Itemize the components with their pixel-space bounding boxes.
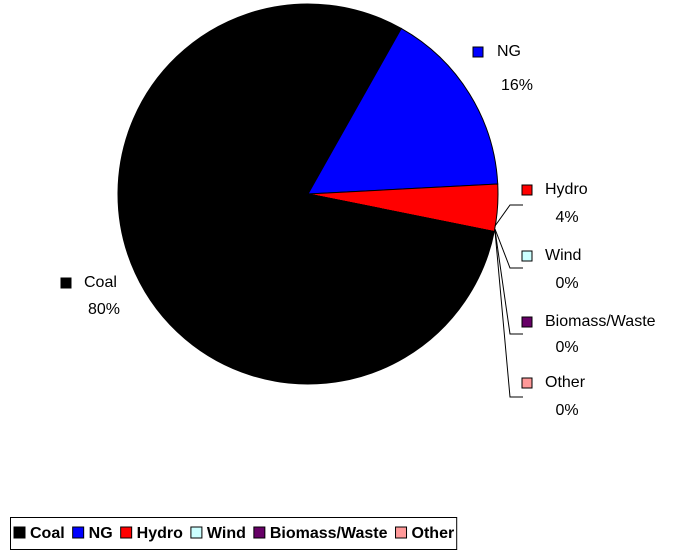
legend-label: Biomass/Waste [270, 525, 388, 542]
legend-label: Hydro [137, 525, 183, 542]
slice-value-label: 0% [555, 402, 578, 419]
legend: Coal NG Hydro Wind Biomass/Waste Other [10, 517, 458, 550]
slice-label: Coal [84, 274, 117, 291]
legend-swatch [72, 526, 85, 539]
slice-value-label: 16% [501, 77, 533, 94]
legend-box [10, 517, 458, 550]
legend-swatch [120, 526, 133, 539]
slice-value-label: 0% [555, 275, 578, 292]
legend-label: Other [412, 525, 455, 542]
slice-value-label: 0% [555, 339, 578, 356]
pie-slice [117, 3, 495, 385]
legend-label: Coal [30, 525, 65, 542]
label-swatch [472, 46, 484, 58]
slice-label: Wind [545, 247, 581, 264]
legend-label: Wind [207, 525, 246, 542]
slice-label: Biomass/Waste [545, 313, 656, 330]
slice-label: NG [497, 43, 521, 60]
pie-slice [307, 183, 499, 233]
leader-line [494, 228, 523, 269]
slice-label: Hydro [545, 181, 588, 198]
pie-slice [307, 27, 499, 195]
leader-line [494, 229, 523, 335]
legend-label: NG [89, 525, 113, 542]
legend-swatch [190, 526, 203, 539]
leader-line [494, 204, 523, 227]
slice-label: Other [545, 374, 586, 391]
label-swatch [521, 184, 533, 196]
label-swatch [521, 377, 533, 389]
label-swatch [521, 316, 533, 328]
legend-swatch [253, 526, 266, 539]
slice-value-label: 4% [555, 209, 578, 226]
legend-swatch [395, 526, 408, 539]
leader-line [494, 230, 523, 398]
slice-value-label: 80% [88, 301, 120, 318]
legend-swatch [13, 526, 26, 539]
label-swatch [521, 250, 533, 262]
label-swatch [60, 277, 72, 289]
